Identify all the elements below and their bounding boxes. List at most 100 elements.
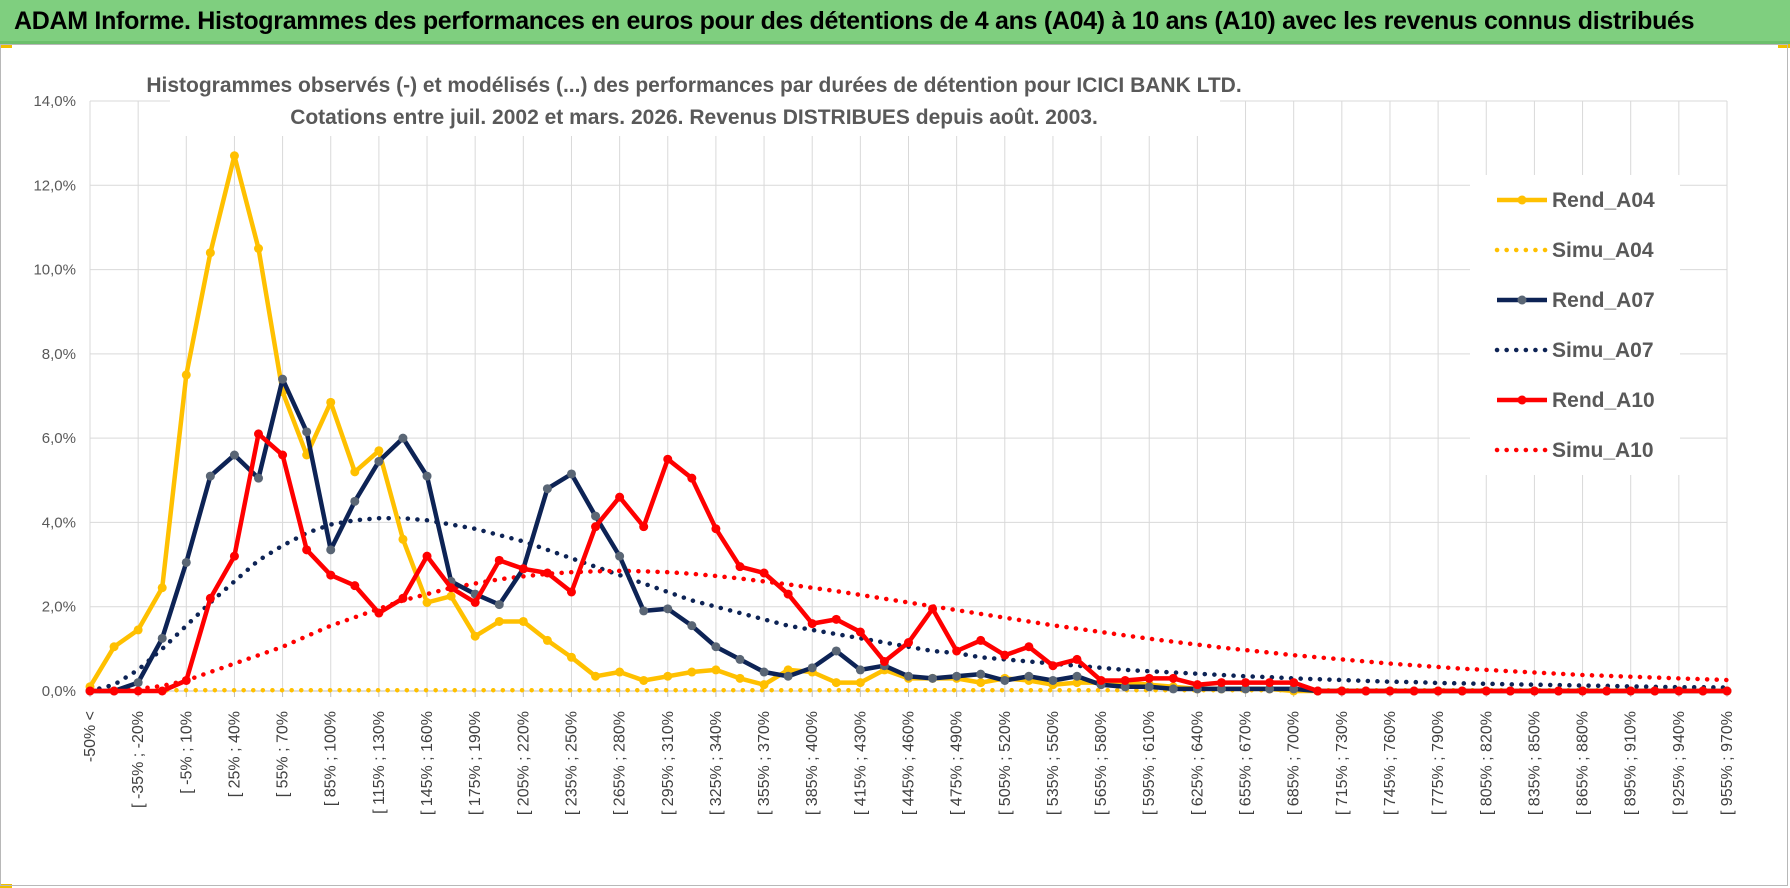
x-tick-label: [ 265% ; 280% — [612, 711, 629, 815]
data-point-rend-a07 — [254, 473, 264, 483]
x-tick-label: [ 445% ; 460% — [901, 711, 918, 815]
data-point-rend-a10 — [591, 522, 601, 532]
data-point-rend-a07 — [1000, 675, 1010, 685]
data-point-rend-a07 — [591, 511, 601, 521]
data-point-rend-a04 — [687, 667, 697, 677]
data-point-rend-a07 — [1072, 671, 1082, 681]
chart-frame — [0, 44, 1788, 886]
data-point-rend-a10 — [1602, 686, 1612, 696]
legend-label: Simu_A04 — [1552, 239, 1654, 262]
corner-mark-left — [0, 44, 12, 48]
x-tick-label: [ 25% ; 40% — [226, 711, 243, 797]
data-point-rend-a10 — [229, 551, 239, 561]
data-point-rend-a10 — [855, 627, 865, 637]
data-point-rend-a07 — [229, 450, 239, 460]
data-point-rend-a10 — [109, 686, 119, 696]
legend-label: Simu_A07 — [1552, 339, 1654, 362]
data-point-rend-a10 — [1626, 686, 1636, 696]
x-tick-label: [ 685% ; 700% — [1286, 711, 1303, 815]
legend-item-simu-a04: Simu_A04 — [1494, 239, 1654, 262]
data-point-rend-a10 — [1216, 678, 1226, 688]
data-point-rend-a07 — [687, 621, 697, 631]
data-point-rend-a10 — [1529, 686, 1539, 696]
data-point-rend-a10 — [1048, 661, 1058, 671]
data-point-rend-a10 — [1650, 686, 1660, 696]
data-point-rend-a04 — [157, 583, 167, 593]
data-point-rend-a10 — [1337, 686, 1347, 696]
x-tick-label: [ 145% ; 160% — [419, 711, 436, 815]
data-point-rend-a10 — [759, 568, 769, 578]
x-tick-label: [ 835% ; 850% — [1526, 711, 1543, 815]
x-tick-label: [ 355% ; 370% — [756, 711, 773, 815]
data-point-rend-a07 — [904, 671, 913, 681]
data-point-rend-a10 — [1674, 686, 1684, 696]
data-point-rend-a07 — [1144, 682, 1154, 692]
data-point-rend-a10 — [928, 604, 938, 614]
data-point-rend-a07 — [952, 671, 962, 681]
data-point-rend-a04 — [109, 642, 119, 652]
x-tick-label: [ -5% ; 10% — [178, 711, 195, 794]
data-point-rend-a07 — [494, 600, 504, 610]
data-point-rend-a10 — [1072, 654, 1082, 664]
data-point-rend-a07 — [133, 678, 143, 688]
data-point-rend-a04 — [711, 665, 721, 675]
y-tick-label: 8,0% — [42, 346, 76, 363]
data-point-rend-a04 — [470, 631, 480, 641]
data-point-rend-a10 — [350, 581, 360, 591]
x-axis: -50% < [ -35% ; -20% [ -5% ; 10% [ 25% ; 40… — [82, 690, 1736, 815]
data-point-rend-a04 — [229, 151, 239, 161]
data-point-rend-a07 — [831, 646, 841, 656]
data-point-rend-a07 — [928, 673, 938, 683]
data-point-rend-a04 — [254, 244, 264, 253]
data-point-rend-a10 — [398, 593, 408, 603]
data-point-rend-a07 — [278, 374, 288, 384]
data-point-rend-a07 — [711, 642, 721, 652]
data-point-rend-a10 — [494, 555, 504, 565]
legend-item-rend-a04: Rend_A04 — [1497, 189, 1655, 212]
data-point-rend-a04 — [518, 616, 528, 626]
legend-label: Simu_A10 — [1552, 439, 1654, 462]
data-point-rend-a07 — [1120, 682, 1130, 692]
x-tick-label: [ -35% ; -20% — [130, 711, 147, 808]
data-point-rend-a07 — [181, 557, 191, 567]
data-point-rend-a04 — [542, 635, 552, 645]
data-point-rend-a10 — [904, 638, 913, 648]
data-point-rend-a10 — [1481, 686, 1491, 696]
x-tick-label: [ 955% ; 970% — [1719, 711, 1736, 815]
data-point-rend-a10 — [1361, 686, 1371, 696]
data-point-rend-a10 — [687, 473, 697, 483]
data-point-rend-a04 — [759, 680, 769, 690]
data-point-rend-a04 — [374, 446, 384, 456]
x-tick-label: [ 925% ; 940% — [1671, 711, 1688, 815]
x-tick-label: [ 295% ; 310% — [660, 711, 677, 815]
data-point-rend-a07 — [759, 667, 769, 677]
data-point-rend-a10 — [952, 646, 962, 656]
data-point-rend-a10 — [302, 545, 312, 555]
legend-label: Rend_A10 — [1552, 389, 1655, 412]
y-tick-label: 6,0% — [42, 430, 76, 447]
data-point-rend-a04 — [639, 675, 649, 685]
data-point-rend-a07 — [807, 663, 817, 673]
x-tick-label: [ 565% ; 580% — [1093, 711, 1110, 815]
legend-marker — [1517, 195, 1527, 205]
data-point-rend-a10 — [422, 551, 432, 561]
x-tick-label: [ 415% ; 430% — [852, 711, 869, 815]
data-point-rend-a10 — [157, 686, 167, 696]
data-point-rend-a10 — [1722, 686, 1732, 696]
data-point-rend-a04 — [663, 671, 673, 681]
data-point-rend-a10 — [1024, 642, 1034, 652]
y-tick-label: 10,0% — [33, 262, 76, 279]
legend-item-rend-a07: Rend_A07 — [1497, 289, 1655, 312]
chart-series — [85, 151, 1732, 696]
x-tick-label: [ 115% ; 130% — [371, 711, 388, 814]
x-tick-label: [ 625% ; 640% — [1189, 711, 1206, 815]
x-tick-label: [ 535% ; 550% — [1045, 711, 1062, 815]
data-point-rend-a04 — [326, 397, 336, 407]
x-tick-label: [ 505% ; 520% — [997, 711, 1014, 815]
data-point-rend-a07 — [374, 456, 384, 466]
x-tick-label: [ 595% ; 610% — [1141, 711, 1158, 815]
data-point-rend-a04 — [615, 667, 625, 677]
data-point-rend-a10 — [711, 524, 721, 534]
data-point-rend-a07 — [1024, 671, 1034, 681]
